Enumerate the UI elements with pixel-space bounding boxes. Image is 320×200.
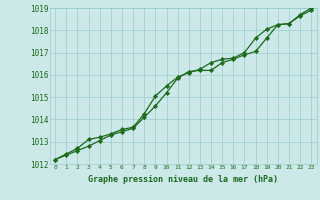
X-axis label: Graphe pression niveau de la mer (hPa): Graphe pression niveau de la mer (hPa) [88,175,278,184]
